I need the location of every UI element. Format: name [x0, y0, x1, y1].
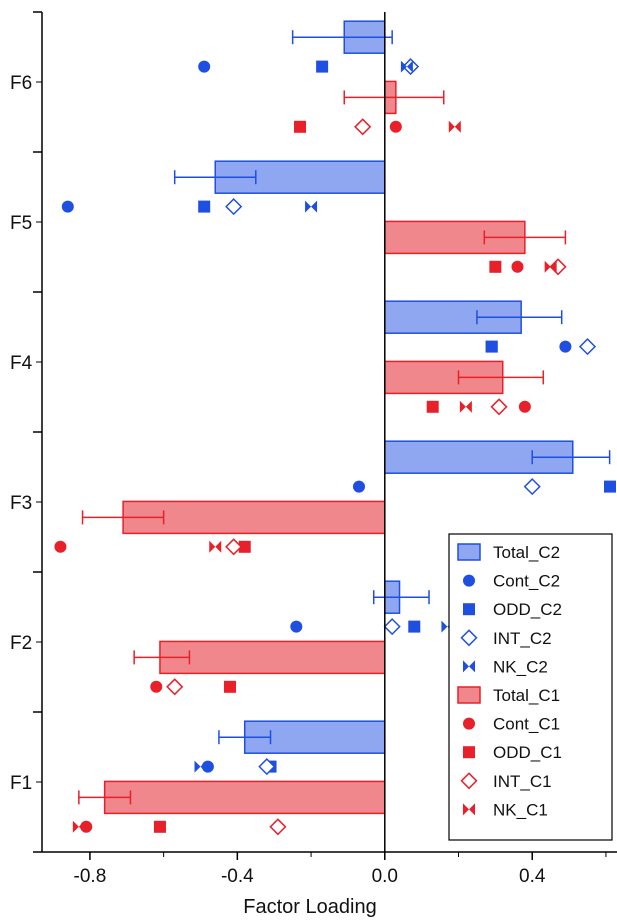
point-cont_c1-f5 — [511, 260, 524, 273]
point-nk_c2-f5-left — [305, 200, 312, 213]
point-nk_c1-f3-left — [209, 540, 216, 553]
legend-marker-nk_c1-left — [463, 803, 469, 816]
point-odd_c1-f1 — [153, 820, 166, 833]
point-int_c1-f1 — [269, 818, 287, 836]
point-odd_c1-f4 — [426, 400, 439, 413]
point-int_c1-f3 — [225, 538, 243, 556]
legend-label-nk_c2: NK_C2 — [493, 657, 548, 676]
point-int_c1-f5 — [549, 258, 567, 276]
bar-total_c1-f1 — [103, 780, 386, 815]
point-cont_c2-f6 — [198, 60, 211, 73]
point-odd_c1-f2 — [223, 680, 236, 693]
point-odd_c2-f5 — [198, 200, 211, 213]
point-odd_c1-f6 — [294, 120, 307, 133]
point-nk_c2-f4 — [491, 340, 498, 353]
legend-marker-odd_c1 — [463, 746, 475, 759]
point-nk_c2-f1 — [200, 760, 207, 773]
point-cont_c1-f4 — [518, 400, 531, 413]
legend-label-total_c1: Total_C1 — [493, 686, 560, 705]
point-odd_c2-f2 — [408, 620, 421, 633]
legend-marker-odd_c2 — [463, 603, 475, 616]
x-tick-label-2: 0.0 — [372, 866, 398, 887]
point-nk_c2-f3-left — [604, 480, 610, 493]
point-nk_c2-f1-left — [194, 760, 201, 773]
point-cont_c1-f3 — [54, 540, 67, 553]
point-odd_c2-f6 — [316, 60, 329, 73]
y-tick-label-f6: F6 — [10, 73, 32, 94]
bar-total_c1-f3 — [122, 500, 386, 535]
legend-label-nk_c1: NK_C1 — [493, 800, 548, 819]
legend-marker-int_c1 — [460, 772, 478, 790]
point-int_c2-f2 — [383, 618, 401, 636]
legend-label-cont_c2: Cont_C2 — [493, 572, 560, 591]
legend-marker-int_c2 — [460, 629, 478, 647]
point-nk_c2-f2-left — [441, 620, 448, 633]
legend-label-total_c2: Total_C2 — [493, 543, 560, 562]
point-int_c2-f5 — [225, 198, 243, 216]
point-cont_c2-f5 — [61, 200, 74, 213]
legend-marker-total_c1 — [457, 686, 481, 704]
point-cont_c2-f2 — [290, 620, 303, 633]
legend: Total_C2 Cont_C2 ODD_C2 INT_C2 NK_C2 Total_C1… — [448, 533, 613, 841]
y-tick-label-f2: F2 — [10, 633, 32, 654]
y-tick-label-f4: F4 — [10, 353, 33, 374]
y-tick-label-f3: F3 — [10, 493, 32, 514]
legend-label-int_c1: INT_C1 — [493, 772, 552, 791]
axes: F6 F5 F4 F3 F2 F1 -0.8 -0.4 0.0 0.4 — [10, 11, 617, 887]
point-nk_c1-f3 — [215, 540, 222, 553]
x-axis-title: Factor Loading — [243, 896, 376, 918]
x-tick-label-1: -0.4 — [221, 866, 254, 887]
plot-area — [54, 20, 616, 836]
point-nk_c2-f5 — [311, 200, 318, 213]
point-nk_c1-f4 — [465, 400, 472, 413]
legend-label-odd_c2: ODD_C2 — [493, 600, 562, 619]
point-int_c1-f2 — [166, 678, 184, 696]
legend-marker-nk_c2 — [469, 660, 475, 673]
point-nk_c1-f5 — [550, 260, 557, 273]
point-cont_c1-f2 — [150, 680, 163, 693]
legend-label-cont_c1: Cont_C1 — [493, 715, 560, 734]
point-int_c2-f1 — [258, 758, 276, 776]
point-odd_c1-f3 — [238, 540, 251, 553]
point-nk_c2-f3 — [610, 480, 616, 493]
legend-marker-nk_c1 — [469, 803, 475, 816]
point-nk_c2-f4-left — [485, 340, 492, 353]
legend-marker-total_c2 — [457, 543, 481, 561]
point-nk_c1-f1 — [78, 820, 85, 833]
point-nk_c1-f5-left — [544, 260, 551, 273]
legend-marker-cont_c2 — [463, 574, 475, 587]
x-tick-label-0: -0.8 — [74, 866, 107, 887]
legend-label-int_c2: INT_C2 — [493, 629, 552, 648]
point-nk_c1-f1-left — [72, 820, 79, 833]
point-cont_c1-f6 — [389, 120, 402, 133]
point-int_c1-f6 — [354, 118, 372, 136]
point-cont_c2-f3 — [352, 480, 365, 493]
point-int_c2-f3 — [523, 478, 541, 496]
point-nk_c2-f6 — [406, 60, 413, 73]
point-int_c2-f4 — [578, 338, 597, 356]
y-tick-label-f1: F1 — [10, 773, 32, 794]
point-nk_c1-f6 — [454, 120, 461, 133]
legend-label-odd_c1: ODD_C1 — [493, 743, 562, 762]
point-cont_c2-f4 — [559, 340, 572, 353]
x-tick-label-3: 0.4 — [519, 866, 546, 887]
point-nk_c2-f6-left — [400, 60, 407, 73]
point-nk_c1-f6-left — [448, 120, 455, 133]
bar-total_c1-f2 — [159, 640, 386, 675]
y-tick-label-f5: F5 — [10, 213, 32, 234]
point-nk_c1-f4-left — [459, 400, 466, 413]
legend-marker-nk_c2-left — [463, 660, 469, 673]
legend-marker-cont_c1 — [463, 717, 475, 730]
point-odd_c1-f5 — [489, 260, 502, 273]
point-int_c1-f4 — [490, 398, 508, 416]
